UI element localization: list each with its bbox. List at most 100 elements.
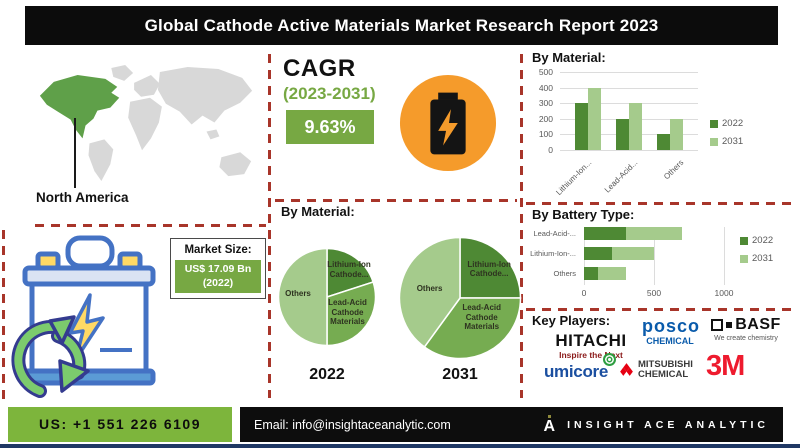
pie-slice-Others: [277, 247, 328, 347]
y-tick-label: 100: [538, 129, 553, 140]
segment-2022: [584, 227, 626, 240]
y-tick-label: 400: [538, 82, 553, 93]
battery-recycle-illustration: [10, 233, 168, 403]
y-tick-label: 300: [538, 98, 553, 109]
pie-2031-slice-label: Lithium-Ion Cathode...: [467, 259, 511, 279]
legend-label: 2022: [752, 235, 774, 246]
segment-2031: [626, 227, 682, 240]
stacked-bar-row: [584, 227, 682, 240]
pie-2031-svg: [398, 236, 522, 360]
market-size-value: US$ 17.09 Bn (2022): [175, 260, 261, 294]
x-tick-label: 0: [581, 288, 587, 298]
divider-right-1: [526, 202, 796, 205]
material-chart-yaxis: 0 100 200 300 400 500: [534, 67, 556, 155]
map-africa: [128, 97, 162, 151]
pie-chart-2031: Lithium-Ion Cathode... Lead-Acid Cathode…: [398, 236, 522, 360]
map-asia: [157, 67, 253, 125]
pie-2031-caption: 2031: [442, 366, 478, 383]
legend-swatch: [740, 254, 748, 263]
bar-group: [657, 118, 683, 150]
battery-type-chart: Lead-Acid-... Lithium-Ion-... Others 0 500 1…: [526, 227, 796, 307]
bar-2022: [657, 134, 670, 150]
stacked-bar-row: [584, 267, 626, 280]
map-europe: [134, 74, 160, 97]
battery-chart-title: By Battery Type:: [532, 207, 635, 222]
bar-group: [575, 87, 601, 150]
battery-chart-legend: 2022 2031: [740, 235, 773, 271]
umicore-logo: umicore: [533, 353, 619, 382]
segment-2031: [612, 247, 654, 260]
y-tick-label: 500: [538, 67, 553, 77]
material-chart-title: By Material:: [532, 50, 606, 65]
material-chart-plot: [560, 72, 698, 151]
material-bar-chart: 0 100 200 300 400 500 Lithium-Ion... Lead-Acid…: [534, 67, 796, 197]
email-contact: Email: info@insightaceanalytic.com: [254, 417, 451, 432]
basf-square-icon: [711, 319, 724, 331]
battery-chart-ticks: 0 500 1000: [582, 288, 734, 300]
h-category-label: Lead-Acid-...: [533, 229, 576, 238]
umicore-swirl-icon: [603, 353, 617, 366]
map-north-america: [39, 74, 120, 139]
pie-slice-Lithium-Ion Cathode...: [459, 236, 522, 299]
battery-icon: [399, 74, 497, 172]
brand-block: A INSIGHT ACE ANALYTIC: [544, 414, 770, 435]
divider-middle: [275, 199, 517, 202]
footer-accent-line: [0, 444, 800, 448]
cagr-heading: CAGR: [283, 55, 356, 82]
recycle-arrows-icon: [11, 315, 90, 398]
mitsubishi-logo: MITSUBISHI CHEMICAL: [618, 360, 693, 380]
legend-item: 2022: [740, 235, 773, 246]
legend-item: 2031: [740, 253, 773, 264]
legend-label: 2031: [752, 253, 774, 264]
basf-logo: BASF We create chemistry: [700, 316, 792, 342]
world-map: [28, 60, 266, 194]
stacked-bar-row: [584, 247, 654, 260]
3m-logo: 3M: [706, 350, 745, 382]
divider-column-1: [268, 54, 271, 398]
material-chart-xlabels: Lithium-Ion... Lead-Acid... Others: [554, 154, 698, 197]
pie-2022-slice-label: Lead-Acid Cathode Materials: [328, 298, 367, 327]
divider-right-2: [526, 308, 796, 311]
pie-slice-Lead-Acid Cathode Materials: [326, 281, 377, 347]
legend-swatch: [740, 236, 748, 245]
bar-2031: [588, 87, 601, 150]
market-size-box: Market Size: US$ 17.09 Bn (2022): [170, 238, 266, 300]
battery-chart-labels: Lead-Acid-... Lithium-Ion-... Others: [526, 227, 580, 285]
pie-slice-Others: [398, 236, 461, 348]
market-size-heading: Market Size:: [184, 244, 252, 256]
map-greenland: [111, 65, 134, 81]
email-bar: Email: info@insightaceanalytic.com A INS…: [240, 407, 783, 442]
bar-2031: [629, 103, 642, 150]
pie-2022-slice-label: Lithium-Ion Cathode...: [327, 260, 371, 279]
x-tick-label: 1000: [714, 288, 734, 298]
bar-group: [616, 103, 642, 150]
legend-swatch: [710, 119, 718, 128]
map-island: [206, 129, 220, 140]
cagr-period: (2023-2031): [283, 84, 376, 103]
legend-item: 2031: [710, 136, 743, 147]
bar-2031: [670, 118, 683, 150]
h-category-label: Lithium-Ion-...: [530, 249, 576, 258]
key-players-heading: Key Players:: [532, 313, 611, 328]
pie-slice-Lithium-Ion Cathode...: [326, 247, 375, 299]
y-tick-label: 200: [538, 113, 553, 124]
segment-2022: [584, 247, 612, 260]
insight-ace-logo-icon: A: [544, 414, 555, 435]
battery-chart-plot: [584, 227, 734, 285]
gridline: [560, 150, 698, 151]
legend-label: 2022: [722, 118, 744, 129]
gridline: [560, 87, 698, 89]
gridline: [560, 72, 698, 73]
pie-2031-slice-label: Others: [416, 284, 443, 294]
phone-contact: US: +1 551 226 6109: [8, 407, 232, 442]
posco-logo: posco CHEMICAL: [642, 316, 701, 347]
report-title: Global Cathode Active Materials Market R…: [25, 6, 778, 45]
legend-item: 2022: [710, 118, 743, 129]
pie-2022-slice-label: Others: [285, 289, 311, 298]
legend-swatch: [710, 137, 718, 146]
hitachi-logo: HITACHI Inspire the Next: [555, 331, 627, 360]
region-label: North America: [36, 190, 129, 205]
h-category-label: Others: [553, 269, 576, 278]
pie-2031-slice-label: Lead-Acid Cathode Materials: [462, 302, 502, 332]
